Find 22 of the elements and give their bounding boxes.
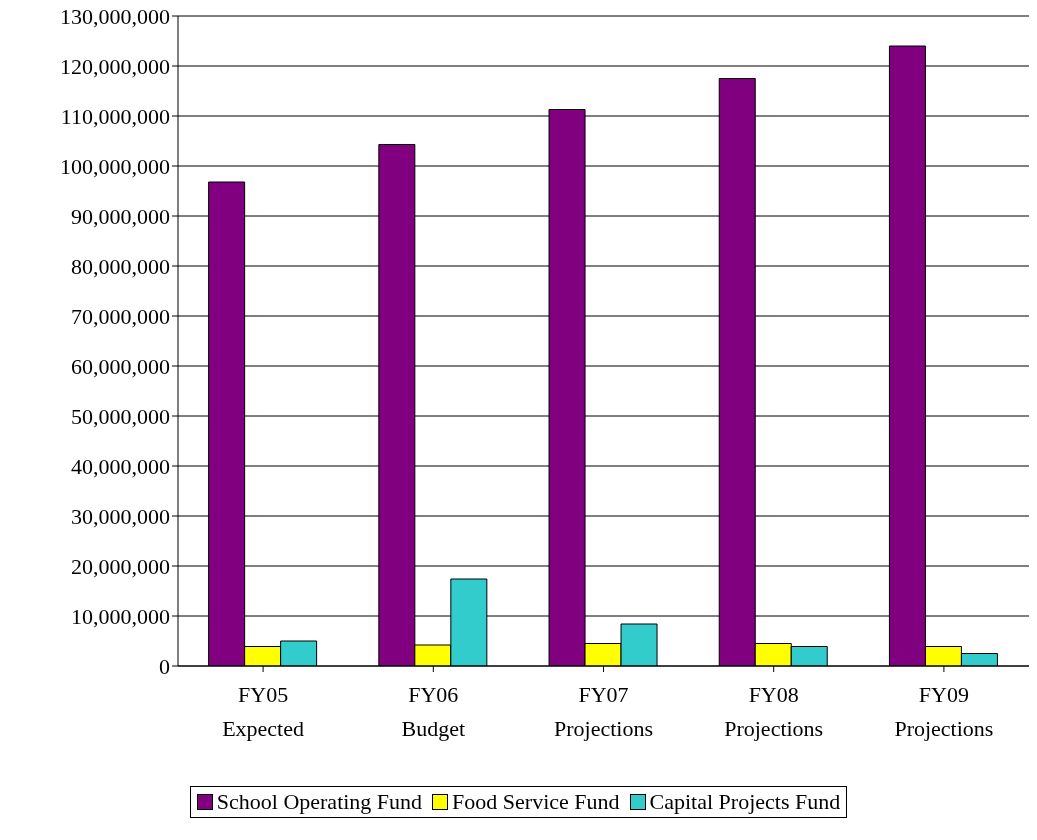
legend-label: Food Service Fund [451,789,620,815]
y-tick-label: 130,000,000 [60,3,170,29]
x-tick-label: FY09 Projections [894,682,994,741]
y-tick-label: 100,000,000 [60,153,170,179]
y-tick-label: 80,000,000 [71,253,170,279]
y-tick-label: 0 [159,653,170,679]
legend-label: School Operating Fund [215,789,423,815]
y-tick-label: 40,000,000 [71,453,170,479]
y-tick-label: 30,000,000 [71,503,170,529]
x-tick-label: FY05 Expected [222,682,305,741]
y-tick-label: 120,000,000 [60,53,170,79]
y-tick-label: 90,000,000 [71,203,170,229]
y-tick-label: 110,000,000 [60,103,170,129]
y-tick-label: 50,000,000 [71,403,170,429]
y-tick-label: 10,000,000 [71,603,170,629]
legend-label: Capital Projects Fund [648,789,841,815]
y-tick-label: 70,000,000 [71,303,170,329]
x-tick-label: FY08 Projections [724,682,824,741]
x-tick-label: FY07 Projections [554,682,653,741]
y-tick-label: 20,000,000 [71,553,170,579]
y-tick-label: 60,000,000 [71,353,170,379]
x-tick-label: FY06 Budget [401,682,466,741]
